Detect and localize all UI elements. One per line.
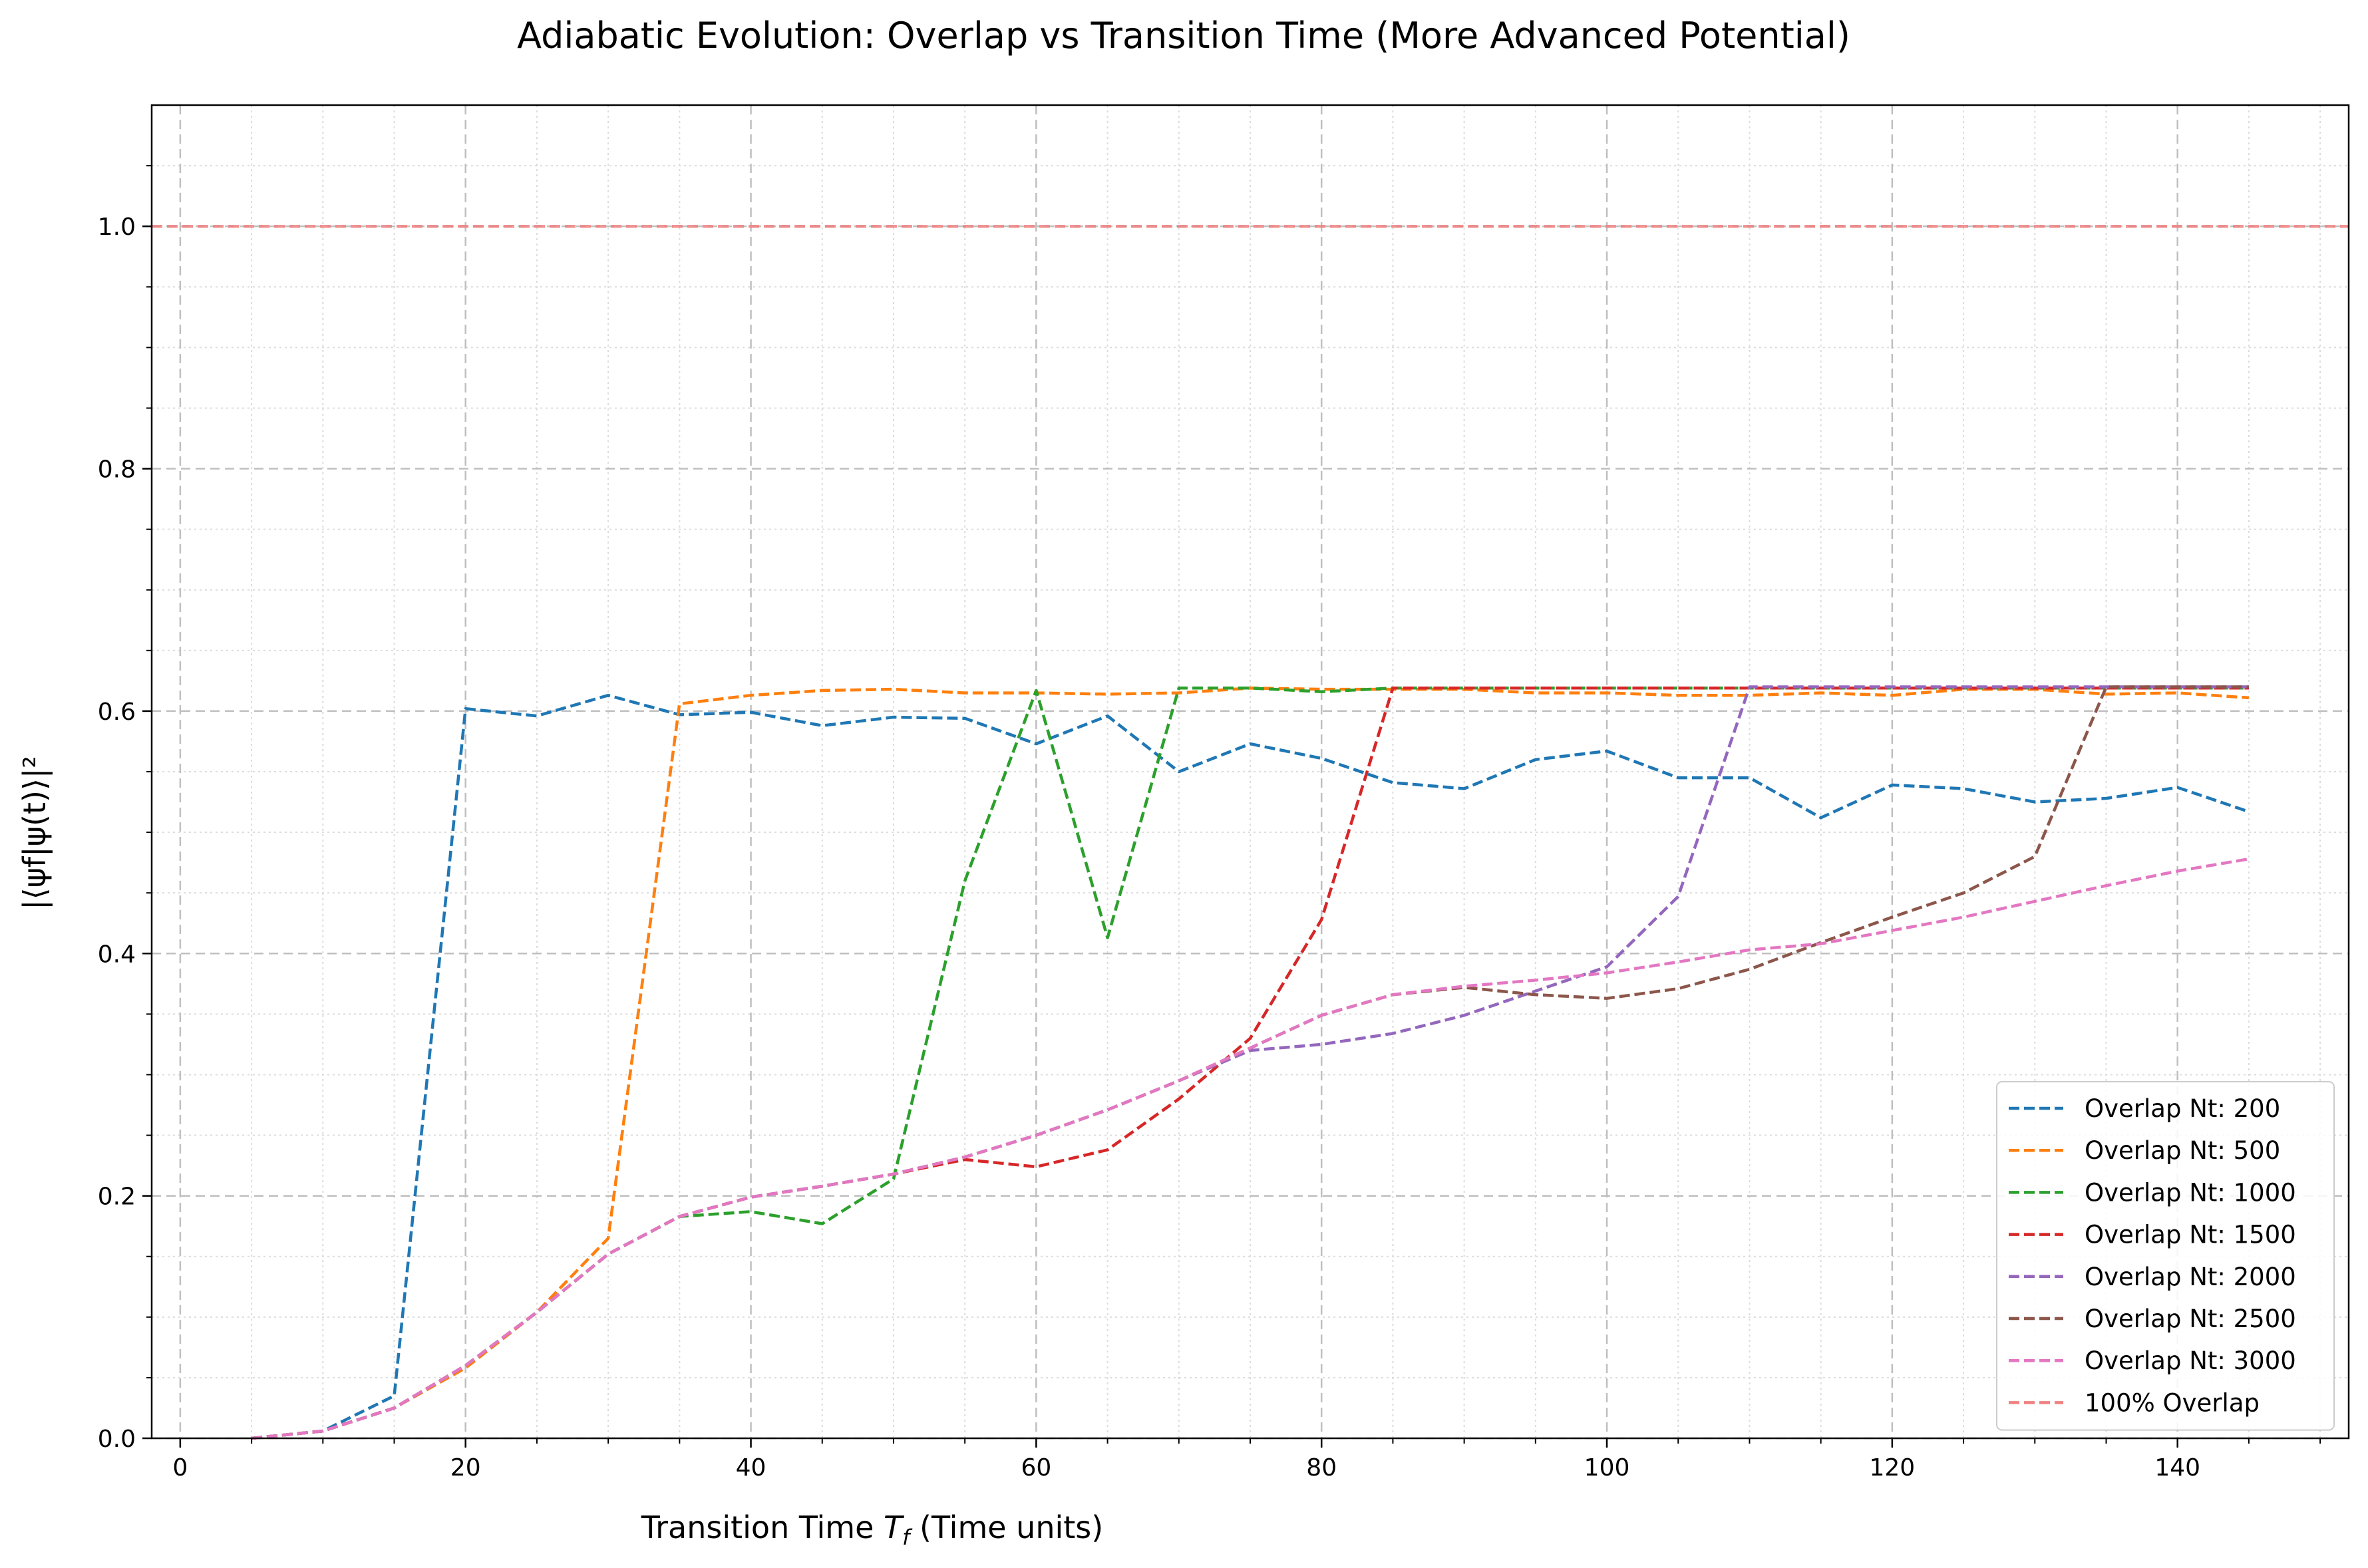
- x-tick-label: 0: [172, 1454, 188, 1482]
- axis-ticks: 0 20 40 60 80 100 120 140 0.0 0.2 0.4 0.6 0.8 1.0: [98, 165, 2321, 1482]
- x-tick-label: 140: [2154, 1454, 2200, 1482]
- legend-label: Overlap Nt: 2000: [2085, 1263, 2296, 1291]
- legend-label: Overlap Nt: 500: [2085, 1136, 2280, 1165]
- series-line-1: [251, 687, 2250, 1440]
- y-axis-label-text: |⟨ψf|ψ(t)⟩|²: [17, 756, 53, 910]
- y-tick-label: 0.4: [98, 941, 136, 968]
- x-tick-label: 20: [450, 1454, 481, 1482]
- y-tick-label: 0.2: [98, 1183, 136, 1211]
- x-tick-label: 120: [1870, 1454, 1916, 1482]
- x-tick-label: 40: [736, 1454, 766, 1482]
- x-tick-label: 60: [1021, 1454, 1051, 1482]
- legend-label: 100% Overlap: [2085, 1388, 2260, 1417]
- x-tick-label: 80: [1306, 1454, 1337, 1482]
- y-tick-label: 0.0: [98, 1426, 136, 1453]
- legend-label: Overlap Nt: 1000: [2085, 1178, 2296, 1207]
- y-tick-label: 0.6: [98, 699, 136, 726]
- series-line-4: [251, 685, 2249, 1440]
- minor-grid: [152, 105, 2349, 1438]
- y-tick-label: 1.0: [98, 214, 136, 241]
- legend-label: Overlap Nt: 1500: [2085, 1221, 2296, 1249]
- y-tick-label: 0.8: [98, 456, 136, 484]
- series-line-0: [251, 693, 2250, 1440]
- series-line-6: [251, 857, 2250, 1440]
- x-axis-label: Transition Time Tf (Time units): [641, 1509, 1103, 1550]
- legend: Overlap Nt: 200 Overlap Nt: 500 Overlap Nt…: [1996, 1081, 2335, 1431]
- legend-label: Overlap Nt: 200: [2085, 1094, 2280, 1123]
- x-tick-label: 100: [1584, 1454, 1630, 1482]
- legend-frame: [1996, 1081, 2335, 1431]
- legend-label: Overlap Nt: 3000: [2085, 1346, 2296, 1375]
- legend-label: Overlap Nt: 2500: [2085, 1305, 2296, 1333]
- series-layer: [152, 224, 2349, 1440]
- chart-title: Adiabatic Evolution: Overlap vs Transiti…: [517, 15, 1850, 57]
- y-axis-label: |⟨ψf|ψ(t)⟩|²: [17, 756, 53, 910]
